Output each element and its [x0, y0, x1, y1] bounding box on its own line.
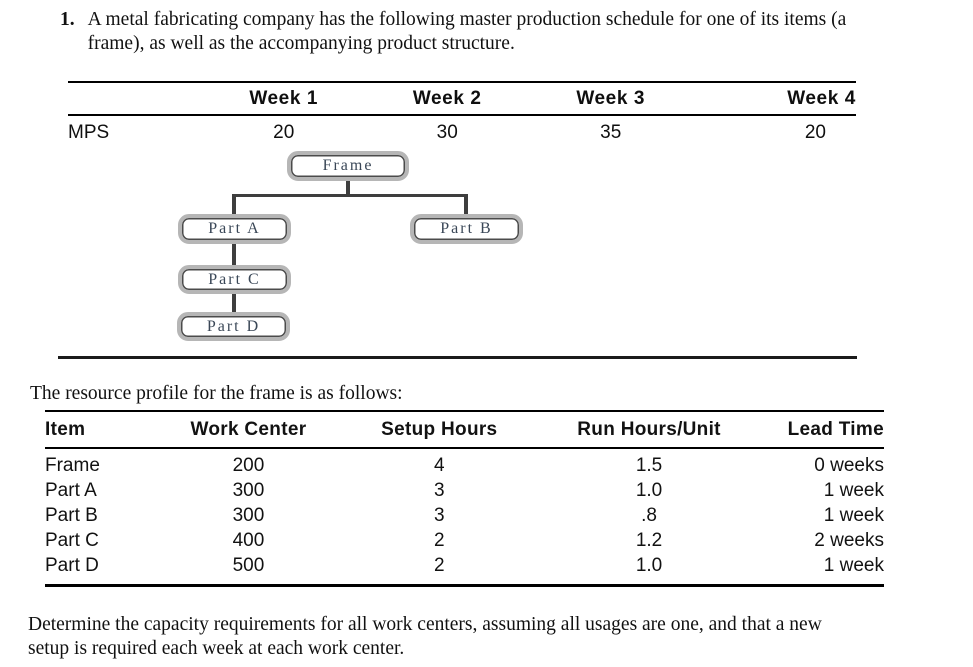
cell-lead-time: 1 week [823, 554, 884, 576]
column-header-item: Item [45, 419, 86, 440]
cell-run-hours: 1.2 [635, 529, 663, 551]
column-header-run-hours-unit: Run Hours/Unit [577, 419, 721, 440]
resource-table-body: Frame 200 4 1.5 0 weeks Part A 300 3 1.0… [45, 449, 884, 587]
cell-item: Part B [45, 504, 98, 526]
cell-setup-hours: 3 [434, 479, 445, 501]
tree-node-part-c: Part C [178, 265, 291, 294]
mps-value-week-3: 35 [600, 122, 622, 143]
cell-lead-time: 1 week [823, 504, 884, 526]
cell-lead-time: 0 weeks [814, 454, 884, 476]
cell-lead-time: 1 week [823, 479, 884, 501]
column-header-week-1: Week 1 [249, 88, 319, 109]
table-row-frame: Frame 200 4 1.5 0 weeks [45, 453, 884, 478]
connector-part-c-part-d [232, 293, 236, 313]
mps-row-label: MPS [68, 122, 110, 143]
mps-value-week-2: 30 [436, 122, 458, 143]
connector-horizontal-bus [232, 194, 468, 197]
mps-table-header-row: Week 1 Week 2 Week 3 Week 4 [68, 81, 856, 116]
cell-item: Part A [45, 479, 97, 501]
product-structure-diagram: Frame Part A Part B Part C Part D [0, 145, 973, 350]
problem-text: A metal fabricating company has the foll… [88, 8, 847, 56]
tree-node-part-d: Part D [177, 312, 290, 341]
problem-number: 1. [60, 9, 75, 30]
cell-work-center: 300 [232, 479, 265, 501]
resource-profile-intro: The resource profile for the frame is as… [30, 383, 403, 404]
problem-text-line-1: A metal fabricating company has the foll… [87, 9, 847, 30]
cell-work-center: 200 [232, 454, 265, 476]
cell-setup-hours: 3 [434, 504, 445, 526]
instructions-line-1: Determine the capacity requirements for … [28, 614, 822, 635]
cell-run-hours: 1.0 [635, 554, 663, 576]
column-header-week-4: Week 4 [787, 88, 856, 109]
cell-lead-time: 2 weeks [814, 529, 884, 551]
connector-drop-part-b [464, 194, 468, 215]
mps-value-week-1: 20 [273, 122, 295, 143]
cell-item: Part D [45, 554, 99, 576]
cell-item: Frame [45, 454, 100, 476]
cell-setup-hours: 2 [434, 554, 445, 576]
cell-item: Part C [45, 529, 99, 551]
cell-run-hours: .8 [641, 504, 657, 526]
connector-part-a-part-c [232, 243, 236, 266]
cell-work-center: 500 [232, 554, 265, 576]
resource-profile-table: Item Work Center Setup Hours Run Hours/U… [45, 410, 884, 587]
cell-run-hours: 1.5 [635, 454, 663, 476]
table-row-part-d: Part D 500 2 1.0 1 week [45, 553, 884, 578]
column-header-week-3: Week 3 [576, 88, 646, 109]
mps-header-spacer [68, 88, 202, 110]
mps-row: MPS 20 30 35 20 [68, 116, 856, 150]
column-header-week-2: Week 2 [412, 88, 482, 109]
cell-work-center: 400 [232, 529, 265, 551]
connector-frame-drop [346, 180, 350, 196]
table-row-part-a: Part A 300 3 1.0 1 week [45, 478, 884, 503]
cell-setup-hours: 2 [434, 529, 445, 551]
instructions-line-2: setup is required each week at each work… [28, 638, 405, 659]
mps-table: Week 1 Week 2 Week 3 Week 4 MPS 20 30 35… [68, 81, 856, 150]
column-header-setup-hours: Setup Hours [381, 419, 498, 440]
instructions-text: Determine the capacity requirements for … [28, 613, 943, 661]
problem-text-line-2: frame), as well as the accompanying prod… [87, 33, 515, 54]
tree-node-part-b: Part B [410, 214, 523, 244]
cell-run-hours: 1.0 [635, 479, 663, 501]
table-row-part-c: Part C 400 2 1.2 2 weeks [45, 528, 884, 553]
tree-node-frame: Frame [287, 151, 409, 181]
figure-bottom-rule [58, 356, 857, 359]
cell-setup-hours: 4 [434, 454, 445, 476]
cell-work-center: 300 [232, 504, 265, 526]
column-header-lead-time: Lead Time [787, 419, 884, 440]
resource-table-header-row: Item Work Center Setup Hours Run Hours/U… [45, 410, 884, 449]
problem-statement: 1. A metal fabricating company has the f… [60, 8, 950, 56]
table-row-part-b: Part B 300 3 .8 1 week [45, 503, 884, 528]
mps-value-week-4: 20 [804, 122, 826, 143]
tree-node-part-a: Part A [178, 214, 291, 244]
connector-drop-part-a [232, 194, 236, 215]
column-header-work-center: Work Center [190, 419, 307, 440]
